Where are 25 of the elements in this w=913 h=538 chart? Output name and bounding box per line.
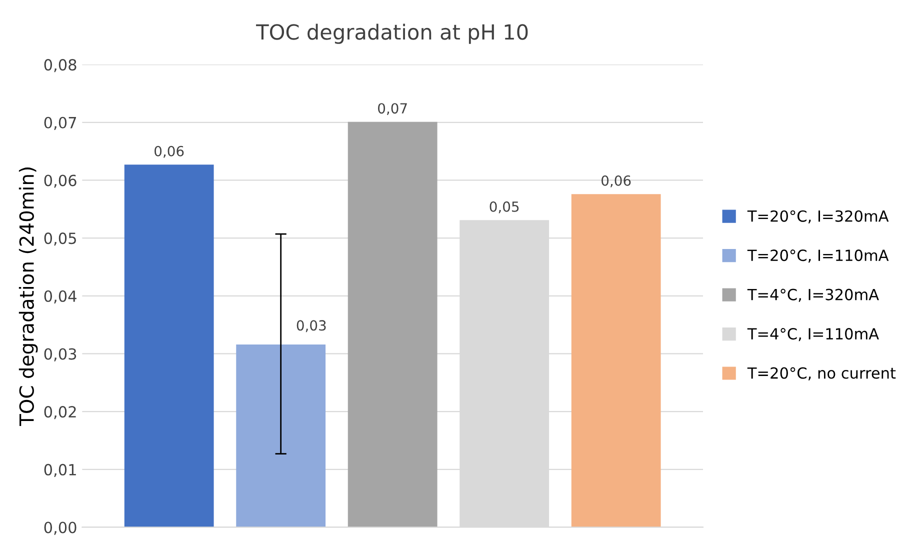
chart-title: TOC degradation at pH 10 [256, 24, 528, 44]
legend-label: T=20°C, no current [747, 367, 896, 380]
bar [124, 164, 214, 528]
legend-label: T=20°C, I=320mA [747, 210, 889, 224]
legend-label: T=4°C, I=110mA [747, 328, 879, 342]
y-axis-title: TOC degradation (240min) [18, 168, 38, 426]
y-tick-label: 0,07 [44, 116, 76, 130]
y-tick-label: 0,03 [44, 348, 76, 362]
y-tick-label: 0,01 [44, 464, 76, 477]
legend-label: T=4°C, I=320mA [747, 288, 879, 302]
y-tick-label: 0,08 [44, 59, 76, 72]
y-tick-label: 0,04 [44, 290, 76, 304]
data-label: 0,05 [490, 201, 519, 214]
bar [348, 122, 438, 528]
y-tick-label: 0,02 [44, 406, 76, 420]
data-label: 0,03 [296, 320, 326, 332]
legend-label: T=20°C, I=110mA [747, 250, 889, 263]
bar [236, 344, 326, 528]
data-label: 0,06 [602, 175, 631, 188]
data-label: 0,06 [154, 146, 184, 158]
y-tick-label: 0,05 [44, 232, 76, 246]
data-label: 0,07 [378, 103, 407, 115]
y-tick-label: 0,06 [44, 174, 76, 188]
bar [571, 194, 661, 528]
y-tick-label: 0,00 [44, 522, 76, 535]
